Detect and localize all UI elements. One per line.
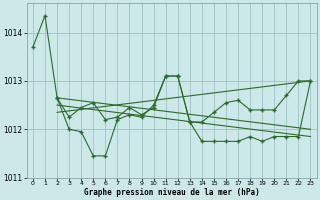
X-axis label: Graphe pression niveau de la mer (hPa): Graphe pression niveau de la mer (hPa) bbox=[84, 188, 260, 197]
